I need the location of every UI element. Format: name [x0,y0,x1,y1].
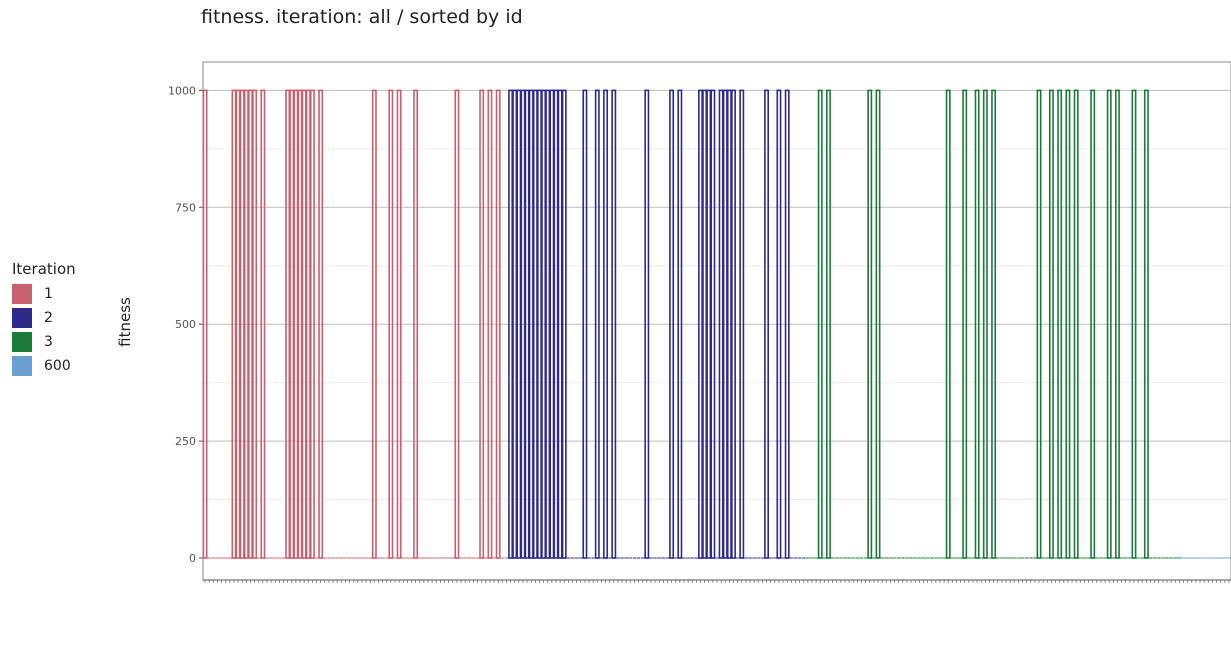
bar-series-2 [776,89,782,559]
bar-series-2 [764,89,769,559]
bar-series-2 [644,89,650,559]
bar-series-1 [235,89,241,559]
bar-series-2 [698,89,703,559]
bar-series-3 [1065,89,1071,559]
bar-series-2 [702,89,708,559]
bar-series-2 [524,89,530,559]
bar-series-3 [1048,89,1054,559]
legend-label-2: 2 [44,310,53,326]
bar-series-2 [706,89,712,559]
legend-swatch-1 [12,284,32,304]
bar-series-1 [260,89,266,559]
bar-series-2 [718,89,724,559]
bar-series-2 [722,89,728,559]
bar-series-1 [495,89,501,559]
legend-swatch-3 [12,332,32,352]
bar-series-3 [867,89,873,559]
bar-series-1 [239,89,245,559]
bar-series-3 [1131,89,1137,559]
legend: Iteration 1 2 3 600 [12,260,76,378]
bar-series-3 [1090,89,1096,559]
bar-series-2 [549,89,555,559]
legend-item-1: 1 [12,282,76,306]
bar-series-2 [528,89,534,559]
bar-series-2 [541,89,547,559]
legend-label-600: 600 [44,358,71,374]
bar-series-1 [454,89,460,559]
y-tick-label: 250 [175,435,196,448]
bar-series-3 [1057,89,1063,559]
bar-series-3 [991,89,997,559]
legend-item-3: 3 [12,330,76,354]
bar-series-2 [603,89,608,559]
bar-series-1 [285,89,291,559]
bar-series-1 [252,89,258,559]
bar-series-2 [677,89,683,559]
bar-series-1 [479,89,485,559]
bar-series-3 [1115,89,1120,559]
bar-series-2 [669,89,675,559]
bar-series-2 [611,89,617,559]
bar-series-3 [945,89,951,559]
bar-series-2 [739,89,745,559]
bar-series-1 [301,89,307,559]
bar-series-3 [1036,89,1042,559]
bar-series-2 [784,89,790,559]
bar-series-2 [537,89,542,559]
bar-series-1 [396,89,402,559]
chart-title: fitness. iteration: all / sorted by id [201,6,523,28]
bar-series-2 [545,89,551,559]
y-tick-label: 0 [189,552,196,565]
bar-series-1 [388,89,394,559]
legend-item-600: 600 [12,354,76,378]
bar-series-2 [532,89,538,559]
legend-title: Iteration [12,260,76,278]
bar-series-1 [318,89,324,559]
bar-series-2 [594,89,600,559]
bar-series-3 [1073,89,1079,559]
bar-series-1 [289,89,295,559]
bar-series-2 [710,89,716,559]
legend-swatch-2 [12,308,32,328]
bar-series-2 [516,89,522,559]
bar-series-2 [561,89,567,559]
bar-series-1 [305,89,311,559]
bar-series-2 [553,89,559,559]
bar-series-1 [309,89,315,559]
bar-series-2 [508,89,514,559]
bar-series-3 [962,89,968,559]
bar-series-2 [582,89,588,559]
bar-series-1 [413,89,419,559]
bar-series-2 [520,89,526,559]
legend-item-2: 2 [12,306,76,330]
legend-label-1: 1 [44,286,53,302]
bar-series-1 [243,89,249,559]
bar-series-1 [297,89,303,559]
y-tick-label: 1000 [168,84,196,97]
bar-series-1 [231,89,237,559]
bar-series-2 [731,89,736,559]
bar-series-3 [1143,89,1149,559]
bar-series-3 [817,89,823,559]
legend-label-3: 3 [44,334,53,350]
panel-border [202,61,1231,581]
bar-series-3 [982,89,988,559]
bar-series-1 [487,89,493,559]
bar-series-3 [826,89,831,559]
bar-series-2 [557,89,563,559]
bar-series-2 [512,89,518,559]
y-tick-label: 750 [175,201,196,214]
bar-series-3 [974,89,980,559]
bar-series-3 [875,89,881,559]
bar-series-3 [1106,89,1112,559]
bar-series-1 [202,89,208,559]
bar-series-1 [371,89,377,559]
y-tick-label: 500 [175,318,196,331]
bar-series-1 [293,89,299,559]
bar-series-2 [726,89,732,559]
legend-swatch-600 [12,356,32,376]
bar-series-1 [248,89,253,559]
